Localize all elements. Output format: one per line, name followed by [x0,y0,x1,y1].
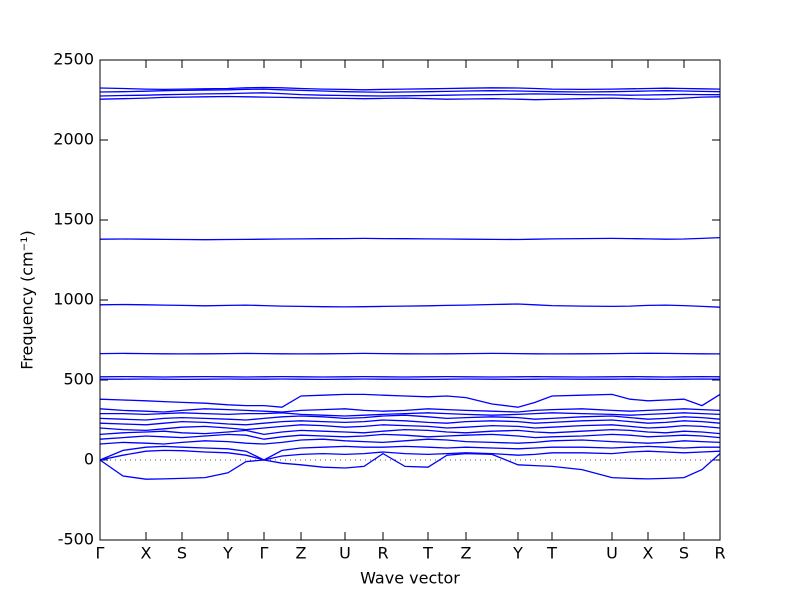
y-tick-label: 1500 [53,210,94,229]
plot-frame [99,59,721,541]
x-tick-label: Γ [96,544,105,563]
x-tick-label: U [606,544,618,563]
y-tick-label: -500 [58,530,94,549]
band-line [99,408,721,413]
band-line [99,303,721,308]
x-tick-label: R [377,544,388,563]
x-tick-label: Y [512,544,523,563]
x-tick-label: S [177,544,187,563]
band-line [99,428,721,436]
band-line [99,92,721,97]
x-tick-label: T [422,544,433,563]
x-tick-label: Z [296,544,307,563]
y-tick-label: 0 [84,450,94,469]
y-tick-label: 2500 [53,50,94,69]
x-tick-label: S [679,544,689,563]
x-axis-label: Wave vector [360,569,460,588]
band-line [99,452,721,480]
y-tick-label: 1000 [53,290,94,309]
x-tick-label: X [643,544,654,563]
band-line [99,86,721,91]
band-line [99,352,721,355]
band-line [99,438,721,445]
band-line [99,95,721,101]
y-axis-label: Frequency (cm⁻¹) [18,230,37,369]
y-tick-label: 500 [63,370,94,389]
band-line [99,88,721,93]
x-tick-label: R [714,544,725,563]
band-line [99,236,721,241]
band-line [99,424,721,432]
band-line [99,393,721,408]
x-tick-label: U [339,544,351,563]
x-tick-label: X [141,544,152,563]
x-tick-label: T [546,544,557,563]
y-tick-label: 2000 [53,130,94,149]
x-tick-label: Z [461,544,472,563]
band-line [99,419,721,426]
band-line [99,445,720,461]
x-tick-label: Y [222,544,233,563]
band-line [99,414,721,421]
band-line [99,449,721,461]
band-line [100,412,721,417]
band-line [99,433,721,440]
x-tick-label: Γ [260,544,269,563]
